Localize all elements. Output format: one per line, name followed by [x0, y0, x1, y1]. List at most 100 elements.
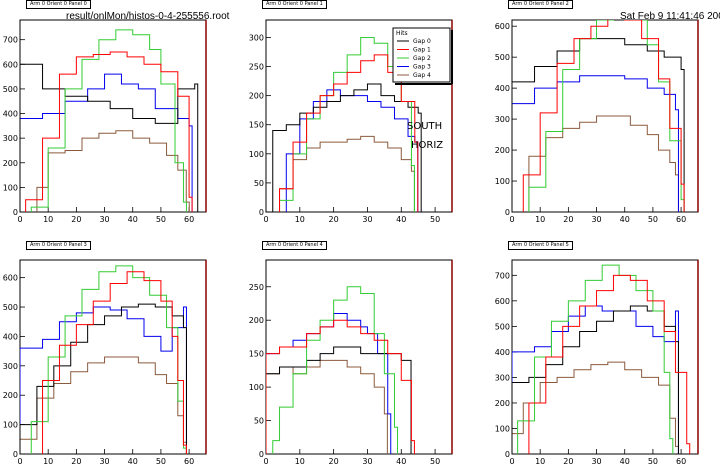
x-tick-label: 60: [676, 457, 686, 464]
legend-entry-label: Gap 4: [413, 72, 431, 79]
series-line-gap-2: [30, 265, 187, 454]
y-tick-label: 600: [3, 274, 18, 283]
y-tick-label: 400: [495, 84, 510, 93]
y-tick-label: 200: [249, 316, 264, 325]
legend-title: Hits: [396, 30, 408, 37]
panel-3-title: Arm 0 Orient 0 Panel 3: [26, 241, 91, 250]
x-tick-label: 30: [591, 215, 601, 224]
series-line-gap-1: [528, 274, 691, 454]
series-line-gap-3: [512, 305, 679, 454]
x-tick-label: 0: [17, 215, 22, 224]
annotation-south: SOUTH: [407, 121, 442, 132]
y-tick-label: 200: [3, 391, 18, 400]
y-tick-label: 400: [3, 110, 18, 119]
series-line-gap-0: [512, 38, 685, 212]
panel-2-title: Arm 0 Orient 0 Panel 2: [508, 0, 573, 9]
y-tick-label: 100: [495, 424, 510, 433]
y-tick-label: 700: [495, 271, 510, 280]
y-tick-label: 100: [249, 150, 264, 159]
y-tick-label: 0: [13, 450, 18, 459]
series-line-gap-0: [20, 303, 187, 454]
plot-frame: [265, 259, 453, 455]
x-tick-label: 10: [535, 457, 545, 464]
x-tick-label: 60: [184, 215, 194, 224]
series-line-gap-4: [20, 356, 187, 454]
series-line-gap-2: [528, 20, 685, 212]
y-tick-label: 50: [254, 417, 264, 426]
timestamp-label: Sat Feb 9 11:41:46 2008: [620, 11, 720, 22]
y-tick-label: 300: [3, 134, 18, 143]
x-tick-label: 0: [17, 457, 22, 464]
y-tick-label: 0: [259, 208, 264, 217]
legend-entry-label: Gap 1: [413, 47, 431, 54]
file-path-label: result/onlMon/histos-0-4-255556.root: [66, 11, 230, 22]
series-line-gap-1: [266, 319, 415, 454]
series-line-gap-3: [512, 75, 679, 212]
x-tick-label: 60: [184, 457, 194, 464]
y-tick-label: 200: [249, 92, 264, 101]
x-tick-label: 20: [71, 215, 81, 224]
panel-5-title: Arm 0 Orient 0 Panel 5: [508, 241, 573, 250]
x-tick-label: 30: [362, 457, 372, 464]
x-tick-label: 50: [430, 457, 440, 464]
y-tick-label: 600: [495, 297, 510, 306]
y-tick-label: 0: [13, 208, 18, 217]
y-tick-label: 100: [3, 421, 18, 430]
x-tick-label: 40: [128, 215, 138, 224]
panel-0-title: Arm 0 Orient 0 Panel 0: [26, 0, 91, 9]
y-tick-label: 300: [495, 115, 510, 124]
series-line-gap-4: [36, 130, 190, 212]
x-tick-label: 10: [295, 215, 305, 224]
x-tick-label: 60: [676, 215, 686, 224]
x-tick-label: 0: [263, 215, 268, 224]
y-tick-label: 0: [505, 208, 510, 217]
x-tick-label: 30: [591, 457, 601, 464]
y-tick-label: 50: [254, 179, 264, 188]
x-tick-label: 50: [156, 215, 166, 224]
legend-box: [392, 27, 451, 83]
legend-entry-label: Gap 2: [413, 55, 431, 62]
x-tick-label: 40: [396, 457, 406, 464]
x-tick-label: 20: [329, 215, 339, 224]
x-tick-label: 0: [263, 457, 268, 464]
y-tick-label: 500: [3, 85, 18, 94]
panel-4: 0 10 20 30 40 50 0 50 100 150 200 250: [249, 259, 453, 464]
series-line-gap-3: [20, 73, 193, 212]
y-tick-label: 600: [495, 22, 510, 31]
y-tick-label: 500: [3, 303, 18, 312]
y-tick-label: 100: [3, 183, 18, 192]
y-tick-label: 100: [249, 383, 264, 392]
x-tick-label: 30: [99, 215, 109, 224]
y-tick-label: 400: [3, 332, 18, 341]
legend-entry-label: Gap 0: [413, 38, 431, 45]
x-tick-label: 20: [563, 457, 573, 464]
x-tick-label: 50: [648, 457, 658, 464]
y-tick-label: 300: [495, 373, 510, 382]
x-tick-label: 40: [620, 457, 630, 464]
y-tick-label: 150: [249, 350, 264, 359]
series-line-gap-0: [20, 63, 199, 212]
panel-4-title: Arm 0 Orient 0 Panel 4: [262, 241, 327, 250]
series-line-gap-1: [25, 51, 193, 212]
series-line-gap-1: [522, 20, 685, 212]
series-line-gap-0: [272, 83, 422, 212]
panel-1-title: Arm 0 Orient 0 Panel 1: [262, 0, 327, 9]
series-line-gap-1: [42, 271, 187, 454]
x-tick-label: 30: [99, 457, 109, 464]
y-tick-label: 100: [495, 177, 510, 186]
x-tick-label: 10: [43, 215, 53, 224]
x-tick-label: 40: [396, 215, 406, 224]
x-tick-label: 10: [295, 457, 305, 464]
x-tick-label: 50: [156, 457, 166, 464]
x-tick-label: 20: [71, 457, 81, 464]
y-tick-label: 0: [505, 450, 510, 459]
series-line-gap-2: [272, 286, 399, 454]
y-tick-label: 600: [3, 60, 18, 69]
y-tick-label: 500: [495, 322, 510, 331]
series-line-gap-0: [512, 305, 679, 454]
